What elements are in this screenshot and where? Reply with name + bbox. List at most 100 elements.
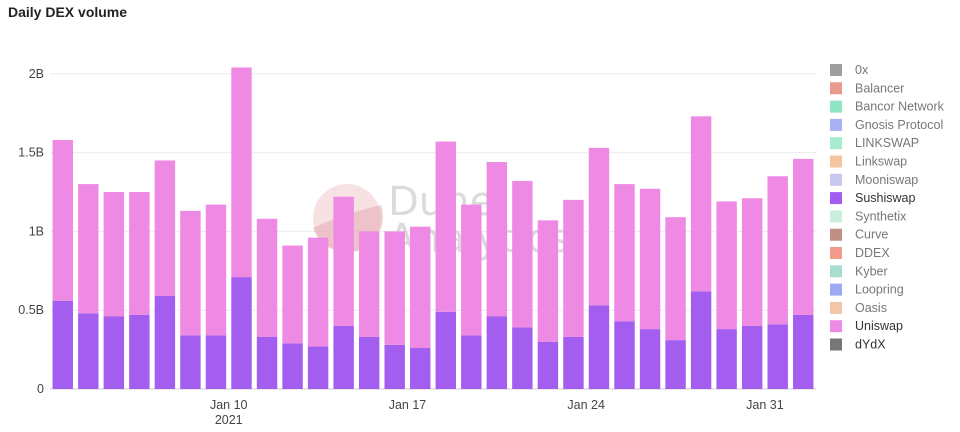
bar-sushiswap [537,341,559,389]
y-tick-label: 1B [29,224,44,238]
chart-title: Daily DEX volume [8,4,128,20]
bar-sushiswap [512,327,533,389]
bar-uniswap [282,245,303,344]
bar-uniswap [614,184,635,322]
legend-swatch-balancer [830,82,842,95]
legend-swatch-linkswap [830,155,842,168]
bar-sushiswap [231,277,252,389]
bar-sushiswap [103,316,125,389]
bar-uniswap [716,201,737,330]
bar-sushiswap [486,316,508,389]
legend-swatch-synthetix [830,210,842,223]
bar-uniswap [767,176,788,325]
bar-sushiswap [435,311,456,389]
bar-sushiswap [639,329,661,389]
bar-uniswap [333,196,354,326]
bar-sushiswap [282,343,303,389]
bar-sushiswap [205,335,227,389]
bar-uniswap [563,199,584,337]
bar-sushiswap [588,305,610,389]
bar-uniswap [180,210,201,336]
legend-label-uniswap: Uniswap [855,319,903,333]
bar-sushiswap [358,336,380,389]
bar-uniswap [231,67,252,278]
legend-swatch-mooniswap [830,173,842,186]
legend-swatch-gnosis-protocol [830,118,842,131]
bar-uniswap [410,226,431,349]
legend-label-ddex: DDEX [855,246,890,260]
legend-label-synthetix: Synthetix [855,209,907,223]
legend-label-oasis: Oasis [855,301,887,315]
bar-uniswap [461,204,482,336]
legend-swatch-0x [830,64,842,76]
bar-uniswap [435,141,456,312]
bar-sushiswap [741,325,763,389]
bar-uniswap [384,231,405,345]
x-tick-label: Jan 10 [210,398,248,412]
legend-label-loopring: Loopring [855,283,904,297]
bar-uniswap [129,191,150,315]
bar-sushiswap [129,314,150,389]
x-tick-label: Jan 17 [389,398,427,412]
bar-sushiswap [78,313,99,389]
legend-swatch-sushiswap [830,192,842,205]
bar-sushiswap [716,329,737,389]
legend-label-balancer: Balancer [855,81,904,95]
y-tick-label: 0.5B [18,303,44,317]
bar-sushiswap [52,300,73,389]
bar-uniswap [78,184,99,314]
legend-swatch-linkswap [830,137,842,150]
legend-swatch-uniswap [830,320,842,333]
bar-uniswap [639,188,661,330]
bar-sushiswap [461,335,482,389]
bar-uniswap [793,158,814,315]
bar-sushiswap [410,348,431,389]
bar-uniswap [537,220,559,342]
bar-uniswap [154,160,176,297]
x-tick-label: Jan 31 [746,398,784,412]
legend-swatch-ddex [830,247,842,259]
legend-label-dydx: dYdX [855,338,886,352]
legend-label-kyber: Kyber [855,264,888,278]
bar-uniswap [103,191,125,317]
bar-sushiswap [665,340,686,389]
legend-swatch-kyber [830,265,842,278]
legend: 0x Balancer Bancor Network Gnosis Protocol L… [830,63,945,352]
legend-label-linkswap: Linkswap [855,155,907,169]
bar-sushiswap [793,314,814,389]
legend-swatch-curve [830,228,842,241]
y-tick-label: 1.5B [18,146,44,160]
x-tick-label: Jan 24 [567,398,605,412]
bar-uniswap [588,147,610,306]
bar-uniswap [512,180,533,328]
legend-label-0x: 0x [855,63,869,77]
bar-sushiswap [256,336,278,389]
bar-sushiswap [690,291,712,389]
bar-uniswap [205,204,227,336]
y-tick-label: 0 [37,382,44,396]
bar-uniswap [307,237,329,347]
bar-sushiswap [333,325,354,389]
bar-uniswap [665,217,686,341]
legend-label-curve: Curve [855,228,888,242]
bar-sushiswap [767,324,788,389]
legend-swatch-oasis [830,301,842,314]
x-tick-sublabel: 2021 [215,413,243,427]
bar-uniswap [486,162,508,317]
grid [50,73,816,390]
bar-sushiswap [154,296,176,389]
legend-label-linkswap: LINKSWAP [855,136,919,150]
legend-swatch-loopring [830,283,842,296]
bar-uniswap [52,139,73,301]
legend-swatch-dydx [830,338,842,351]
bar-sushiswap [180,335,201,389]
legend-label-mooniswap: Mooniswap [855,173,918,187]
bar-uniswap [741,198,763,326]
legend-swatch-bancor-network [830,100,842,113]
legend-label-gnosis-protocol: Gnosis Protocol [855,118,943,132]
y-tick-label: 2B [29,67,44,81]
bar-uniswap [358,231,380,337]
legend-label-sushiswap: Sushiswap [855,191,915,205]
